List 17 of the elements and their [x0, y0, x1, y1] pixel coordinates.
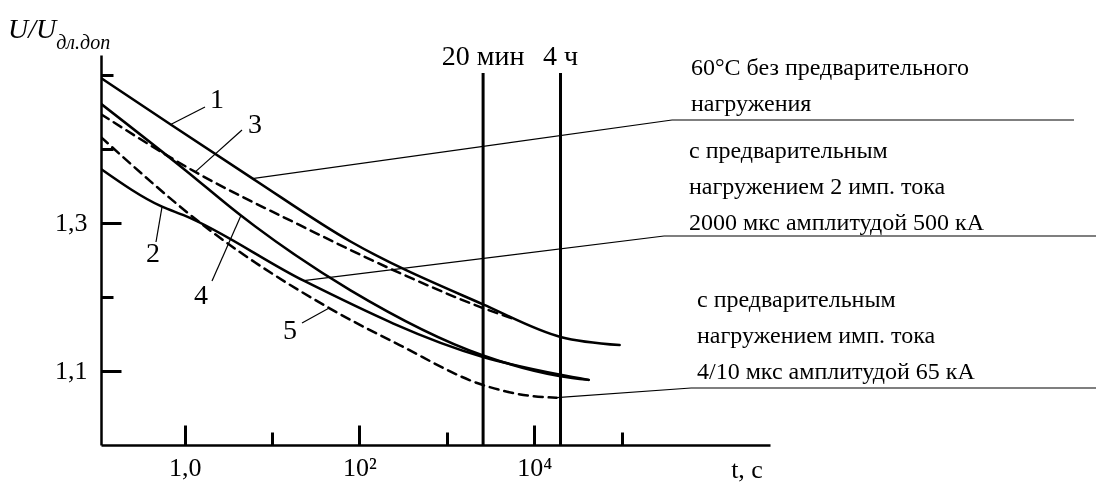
- annotation: с предварительным нагружением 2 имп. тока 2000 мкс амплитудой 500 кА: [689, 137, 985, 235]
- annotation: 5: [283, 314, 297, 345]
- annotation: 2: [146, 237, 160, 268]
- ref-line-label: 4 ч: [542, 40, 579, 71]
- ref-line-label: 20 мин: [441, 40, 525, 71]
- annotation: 4: [194, 279, 208, 310]
- x-axis-title: t, с: [731, 455, 763, 484]
- y-axis-title: U/U$_{дл.доп}$: [8, 13, 111, 53]
- x-tick-label: 10⁴: [517, 452, 553, 482]
- annotation: 60°C без предварительного нагружения: [691, 54, 969, 116]
- annotation: 1: [210, 83, 224, 114]
- x-tick-label: 10²: [343, 452, 378, 482]
- annotation: с предварительным нагружением имп. тока 4/10 мкс амплитудой 65 кА: [697, 286, 976, 384]
- y-tick-label: 1,1: [55, 356, 88, 386]
- annotation: 3: [248, 108, 262, 139]
- y-tick-label: 1,3: [55, 208, 88, 238]
- x-tick-label: 1,0: [169, 452, 202, 482]
